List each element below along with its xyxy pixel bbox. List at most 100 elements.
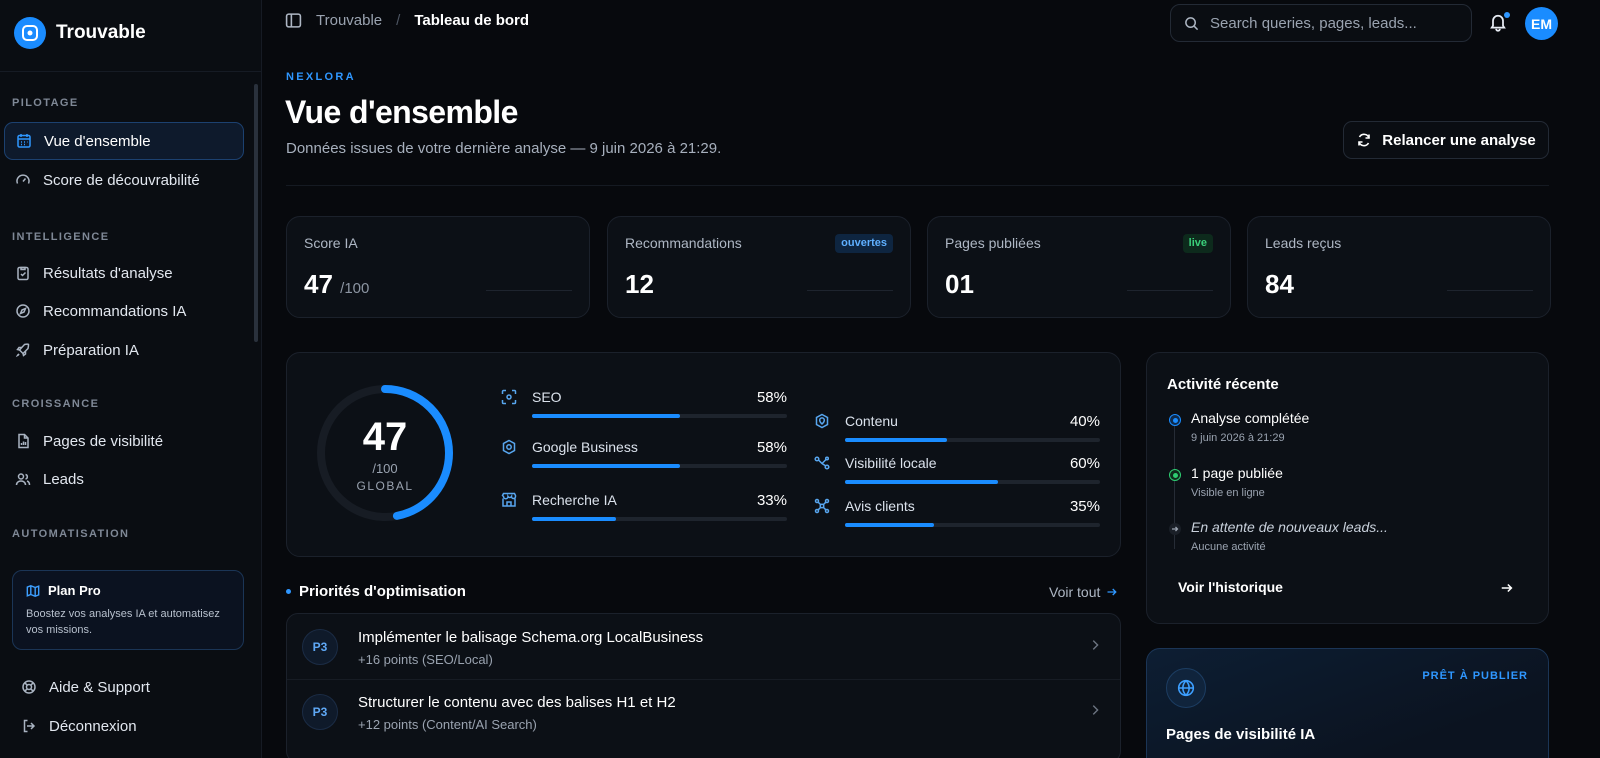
event-title: 1 page publiée bbox=[1191, 465, 1283, 481]
rerun-analysis-button[interactable]: Relancer une analyse bbox=[1343, 121, 1549, 159]
metric-track bbox=[532, 414, 787, 418]
plan-text: Boostez vos analyses IA et automatisez v… bbox=[26, 608, 220, 636]
sidebar-item-pages-visibilite[interactable]: Pages de visibilité bbox=[4, 422, 244, 460]
priority-title: Implémenter le balisage Schema.org Local… bbox=[358, 629, 704, 646]
event-published-icon bbox=[1169, 469, 1181, 481]
breadcrumb-separator: / bbox=[396, 12, 401, 29]
breadcrumb-current: Tableau de bord bbox=[414, 12, 530, 29]
divider bbox=[287, 679, 1120, 680]
arrow-right-icon[interactable] bbox=[1500, 581, 1514, 595]
sidebar-item-preparation[interactable]: Préparation IA bbox=[4, 331, 244, 369]
brand[interactable]: Trouvable bbox=[14, 17, 146, 49]
search-icon bbox=[1184, 16, 1199, 31]
badge-icon bbox=[501, 439, 519, 457]
metric-contenu: Contenu 40% bbox=[814, 413, 1100, 453]
publish-title: Pages de visibilité IA bbox=[1166, 726, 1316, 743]
metric-value: 58% bbox=[756, 439, 787, 456]
stat-card-leads[interactable]: Leads reçus 84 bbox=[1247, 216, 1551, 318]
map-pin-icon bbox=[814, 413, 832, 431]
priority-item[interactable]: P3 Structurer le contenu avec des balise… bbox=[287, 679, 1120, 744]
search-box[interactable] bbox=[1170, 4, 1472, 42]
stat-value: 01 bbox=[945, 269, 974, 299]
stat-value: 84 bbox=[1265, 269, 1294, 299]
logout-link[interactable]: Déconnexion bbox=[10, 707, 244, 745]
stat-card-score[interactable]: Score IA 47 /100 bbox=[286, 216, 590, 318]
event-subtitle: 9 juin 2026 à 21:29 bbox=[1191, 432, 1285, 444]
gauge-ring bbox=[317, 385, 453, 521]
metric-fill bbox=[845, 480, 998, 484]
priority-subtitle: +16 points (SEO/Local) bbox=[358, 652, 493, 667]
event-title: En attente de nouveaux leads... bbox=[1191, 519, 1388, 535]
sidebar-item-score[interactable]: Score de découvrabilité bbox=[4, 161, 244, 199]
rerun-label: Relancer une analyse bbox=[1382, 131, 1536, 149]
priorities-list: P3 Implémenter le balisage Schema.org Lo… bbox=[286, 613, 1121, 758]
metric-fill bbox=[532, 517, 617, 521]
activity-card: Activité récente Analyse complétée 9 jui… bbox=[1146, 352, 1549, 624]
event-subtitle: Visible en ligne bbox=[1191, 487, 1265, 499]
metric-value: 35% bbox=[1069, 498, 1100, 515]
activity-title: Activité récente bbox=[1167, 376, 1279, 393]
event-analysis-icon bbox=[1169, 414, 1181, 426]
sidebar-toggle-icon[interactable] bbox=[285, 12, 302, 29]
sidebar: Trouvable PILOTAGE Vue d'ensemble Score … bbox=[0, 0, 262, 758]
gauge-label: GLOBAL bbox=[356, 479, 414, 493]
metric-value: 33% bbox=[756, 492, 787, 509]
metric-track bbox=[532, 464, 787, 468]
divider bbox=[486, 290, 572, 291]
divider bbox=[807, 290, 893, 291]
section-intelligence: INTELLIGENCE bbox=[12, 231, 110, 243]
metric-value: 40% bbox=[1069, 413, 1100, 430]
sidebar-item-label: Recommandations IA bbox=[43, 302, 187, 320]
metric-google-business: Google Business 58% bbox=[501, 439, 787, 479]
chevron-right-icon bbox=[1088, 703, 1102, 717]
search-input[interactable] bbox=[1210, 14, 1450, 32]
chevron-right-icon bbox=[1088, 638, 1102, 652]
metric-name: Contenu bbox=[845, 413, 898, 429]
metric-name: SEO bbox=[532, 389, 562, 405]
sidebar-scrollbar[interactable] bbox=[254, 84, 258, 342]
stat-label: Pages publiées bbox=[945, 235, 1041, 251]
page-title: Vue d'ensemble bbox=[285, 94, 518, 130]
help-support-link[interactable]: Aide & Support bbox=[10, 668, 244, 706]
bell-icon bbox=[1490, 14, 1506, 32]
bullet-dot bbox=[286, 589, 291, 594]
metric-value: 60% bbox=[1069, 455, 1100, 472]
breadcrumb-root[interactable]: Trouvable bbox=[316, 12, 383, 29]
score-card: 47 /100 GLOBAL SEO 58% Google Business 5… bbox=[286, 352, 1121, 557]
section-pilotage: PILOTAGE bbox=[12, 97, 79, 109]
publish-card[interactable]: PRÊT À PUBLIER Pages de visibilité IA bbox=[1146, 648, 1549, 758]
priority-item[interactable]: P3 Implémenter le balisage Schema.org Lo… bbox=[287, 614, 1120, 679]
metric-fill bbox=[845, 438, 947, 442]
clipboard-icon bbox=[14, 264, 32, 282]
stat-card-recommandations[interactable]: Recommandations ouvertes 12 bbox=[607, 216, 911, 318]
sidebar-item-recommandations[interactable]: Recommandations IA bbox=[4, 292, 244, 330]
stat-card-pages[interactable]: Pages publiées live 01 bbox=[927, 216, 1231, 318]
scan-icon bbox=[501, 389, 519, 407]
metric-value: 58% bbox=[756, 389, 787, 406]
arrow-right-icon bbox=[1106, 586, 1118, 598]
history-link[interactable]: Voir l'historique bbox=[1178, 579, 1283, 595]
metric-name: Avis clients bbox=[845, 498, 915, 514]
sidebar-item-vue-ensemble[interactable]: Vue d'ensemble bbox=[4, 122, 244, 160]
rocket-icon bbox=[14, 341, 32, 359]
status-badge: live bbox=[1182, 234, 1213, 253]
metric-name: Recherche IA bbox=[532, 492, 617, 508]
sidebar-item-resultats[interactable]: Résultats d'analyse bbox=[4, 254, 244, 292]
avatar[interactable]: EM bbox=[1525, 7, 1558, 40]
see-all-link[interactable]: Voir tout bbox=[1049, 584, 1118, 600]
timeline-line bbox=[1174, 425, 1175, 549]
metric-fill bbox=[532, 414, 680, 418]
priority-title: Structurer le contenu avec des balises H… bbox=[358, 694, 676, 711]
sidebar-item-leads[interactable]: Leads bbox=[4, 460, 244, 498]
notification-bell[interactable] bbox=[1488, 12, 1510, 34]
file-chart-icon bbox=[14, 432, 32, 450]
plan-pro-card[interactable]: Plan Pro Boostez vos analyses IA et auto… bbox=[12, 570, 244, 650]
priority-subtitle: +12 points (Content/AI Search) bbox=[358, 717, 537, 732]
metric-track bbox=[845, 523, 1100, 527]
gauge-denominator: /100 bbox=[372, 461, 398, 476]
divider bbox=[1127, 290, 1213, 291]
gauge-arc bbox=[317, 385, 453, 521]
stat-label: Leads reçus bbox=[1265, 235, 1342, 251]
metric-recherche-ia: Recherche IA 33% bbox=[501, 492, 787, 532]
logout-label: Déconnexion bbox=[49, 717, 137, 735]
